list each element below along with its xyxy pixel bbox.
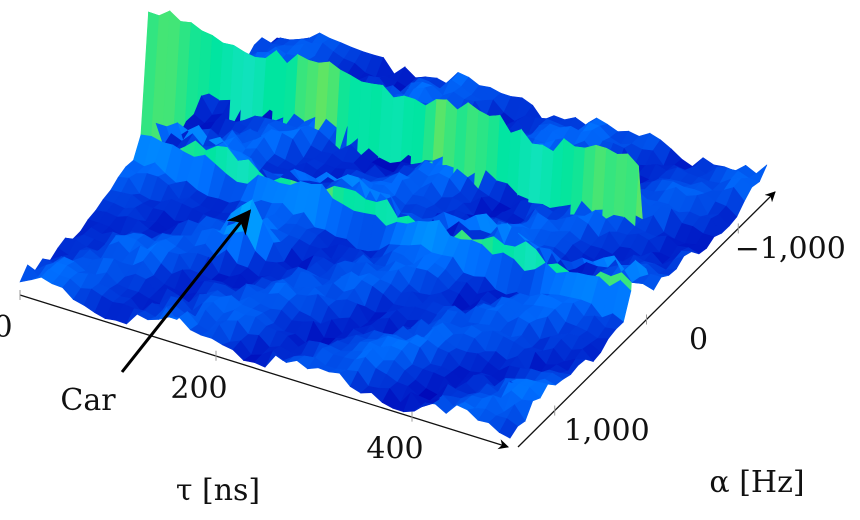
surface-facet	[413, 402, 433, 412]
y-axis-label: α [Hz]	[709, 465, 804, 500]
surface-facet	[19, 264, 39, 283]
surface-facet	[253, 350, 274, 368]
axes: 0 200 400 −1,000 0 1,000	[0, 191, 846, 467]
car-annotation-label: Car	[60, 383, 116, 418]
surface-facet	[642, 273, 662, 291]
y-tick-label: −1,000	[735, 231, 846, 266]
surface-facet	[174, 133, 193, 152]
surface-facet	[147, 306, 167, 321]
car-annotation-arrow	[120, 209, 252, 373]
y-tick-label: 1,000	[564, 414, 650, 449]
x-tick-label: 200	[170, 371, 227, 406]
x-tick-label: 400	[366, 432, 423, 467]
surface-facet	[471, 230, 492, 240]
surface-facet	[498, 418, 519, 439]
x-axis-label: τ [ns]	[176, 473, 260, 508]
y-tick-label: 0	[689, 323, 708, 358]
x-axis-line	[19, 294, 509, 450]
x-tick-label: 0	[0, 310, 13, 345]
annotations: Car	[60, 209, 252, 418]
surface-facet	[206, 140, 225, 151]
surface-mesh	[19, 10, 768, 439]
surface-facet	[445, 401, 465, 414]
axis-labels: τ [ns] α [Hz]	[176, 465, 805, 508]
